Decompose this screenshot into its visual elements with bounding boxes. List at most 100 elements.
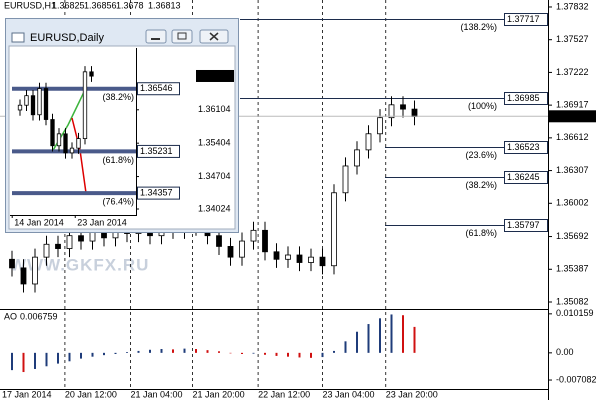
y-tick-label: 1.36307 xyxy=(556,165,589,175)
ao-bar xyxy=(103,352,105,356)
candle-body xyxy=(331,192,337,267)
ao-bar xyxy=(367,324,370,353)
inset-x-tick-label: 14 Jan 2014 xyxy=(14,217,64,227)
y-tick-label: 1.36612 xyxy=(556,132,589,142)
last-price-label: 1.36813 xyxy=(556,111,589,121)
candle-body xyxy=(50,119,55,147)
inset-y-tick-label: 1.34704 xyxy=(198,171,231,181)
inset-x-tick-label: 23 Jan 2014 xyxy=(77,217,127,227)
x-tick-label: 22 Jan 12:00 xyxy=(258,389,310,399)
y-tick-label: 1.37832 xyxy=(556,1,589,11)
y-tick-label: 1.35082 xyxy=(556,296,589,306)
fib-level-name: (100%) xyxy=(468,101,497,111)
candle-body xyxy=(296,254,303,263)
y-tick-label: 1.36002 xyxy=(556,198,589,208)
candle-body xyxy=(55,243,61,249)
ao-bar xyxy=(195,349,197,353)
candle-body xyxy=(239,240,245,258)
candle-body xyxy=(342,165,349,194)
fib-level-name: (61.8%) xyxy=(465,228,497,238)
candle-body xyxy=(24,95,29,106)
candle-body xyxy=(400,104,406,110)
candle-body xyxy=(365,133,372,151)
fib-level-box xyxy=(504,171,548,184)
candle-body xyxy=(30,95,36,116)
fib-level-box xyxy=(504,92,548,105)
inset-last-label: 1.36813 xyxy=(198,70,231,80)
ao-bar xyxy=(137,350,140,353)
ohlc-high: 1.36856 xyxy=(84,0,117,10)
ao-bar xyxy=(356,331,358,353)
candle-body xyxy=(273,251,280,260)
ao-tick-label: 0.00 xyxy=(556,347,574,357)
ohlc-open: 1.36825 xyxy=(52,0,85,10)
candle-body xyxy=(9,258,15,269)
inset-fib-value: 1.36546 xyxy=(140,83,173,93)
ao-bar xyxy=(126,352,128,353)
inset-y-tick-label: 1.36104 xyxy=(198,104,231,114)
inset-fib-value: 1.35231 xyxy=(140,146,173,156)
ao-bar xyxy=(114,352,117,354)
maximize-button[interactable] xyxy=(171,29,193,44)
candle-body xyxy=(17,104,23,111)
ao-bar xyxy=(344,341,347,353)
ao-bar xyxy=(91,352,94,357)
ao-bar xyxy=(57,352,59,364)
window-title: EURUSD,Daily xyxy=(30,32,104,44)
candle-body xyxy=(262,229,268,253)
ohlc-low: 1.3678 xyxy=(116,0,144,10)
ao-bar xyxy=(34,352,36,369)
fib-level-value: 1.36985 xyxy=(507,93,540,103)
ao-bar xyxy=(379,318,381,353)
candle-body xyxy=(76,138,81,149)
y-tick-label: 1.35692 xyxy=(556,231,589,241)
x-tick-label: 17 Jan 2014 xyxy=(2,389,52,399)
y-tick-label: 1.36917 xyxy=(556,100,589,110)
ohlc-close: 1.36813 xyxy=(148,0,181,10)
ao-bar xyxy=(413,326,416,353)
candle-body xyxy=(20,267,27,285)
x-tick-label: 21 Jan 04:00 xyxy=(130,389,182,399)
candle-body xyxy=(377,117,383,135)
candle-body xyxy=(227,246,234,258)
ao-bar xyxy=(80,352,82,359)
inset-fib-name: (61.8%) xyxy=(102,155,134,165)
x-tick-label: 23 Jan 04:00 xyxy=(323,389,375,399)
fib-level-name: (38.2%) xyxy=(465,180,497,190)
candle-body xyxy=(89,71,94,77)
ao-bar xyxy=(206,350,209,353)
inset-chart: 1.36104 1.35404 1.34704 1.34024 14 Jan 2014 2… xyxy=(11,66,234,227)
candle-body xyxy=(32,256,38,285)
candle-body xyxy=(37,88,42,116)
x-tick-label: 23 Jan 20:00 xyxy=(386,389,438,399)
watermark: WWW.GKFX.RU xyxy=(10,255,149,274)
candle-body xyxy=(388,104,395,119)
ao-bar xyxy=(11,352,13,371)
minimize-button[interactable] xyxy=(145,29,167,44)
last-price-box xyxy=(549,110,596,123)
candle-body xyxy=(308,256,314,263)
close-icon xyxy=(209,32,219,41)
chart-title: EURUSD,H1 xyxy=(4,0,56,10)
inset-window: EURUSD,Daily xyxy=(5,18,239,233)
candle-body xyxy=(43,88,49,120)
candle-body xyxy=(319,256,326,267)
ao-bar xyxy=(160,349,163,353)
ao-last: 0.006759 xyxy=(20,311,58,321)
fib-level-value: 1.36523 xyxy=(507,142,540,152)
ao-bar xyxy=(252,352,255,354)
ao-tick-label: 0.010159 xyxy=(556,308,594,318)
ao-bar xyxy=(45,352,48,367)
fib-level-box xyxy=(504,219,548,232)
inset-fib-box xyxy=(137,82,180,96)
inset-fib-name: (76.4%) xyxy=(102,196,134,206)
fib-level-box xyxy=(504,13,548,26)
ao-bar xyxy=(402,315,404,353)
candle-body xyxy=(285,254,291,260)
candle-body xyxy=(216,235,222,247)
candle-body xyxy=(82,71,88,140)
inset-y-tick-label: 1.35404 xyxy=(198,138,231,148)
y-tick-label: 1.37222 xyxy=(556,67,589,77)
candle-body xyxy=(354,149,360,167)
candle-body xyxy=(411,108,418,118)
